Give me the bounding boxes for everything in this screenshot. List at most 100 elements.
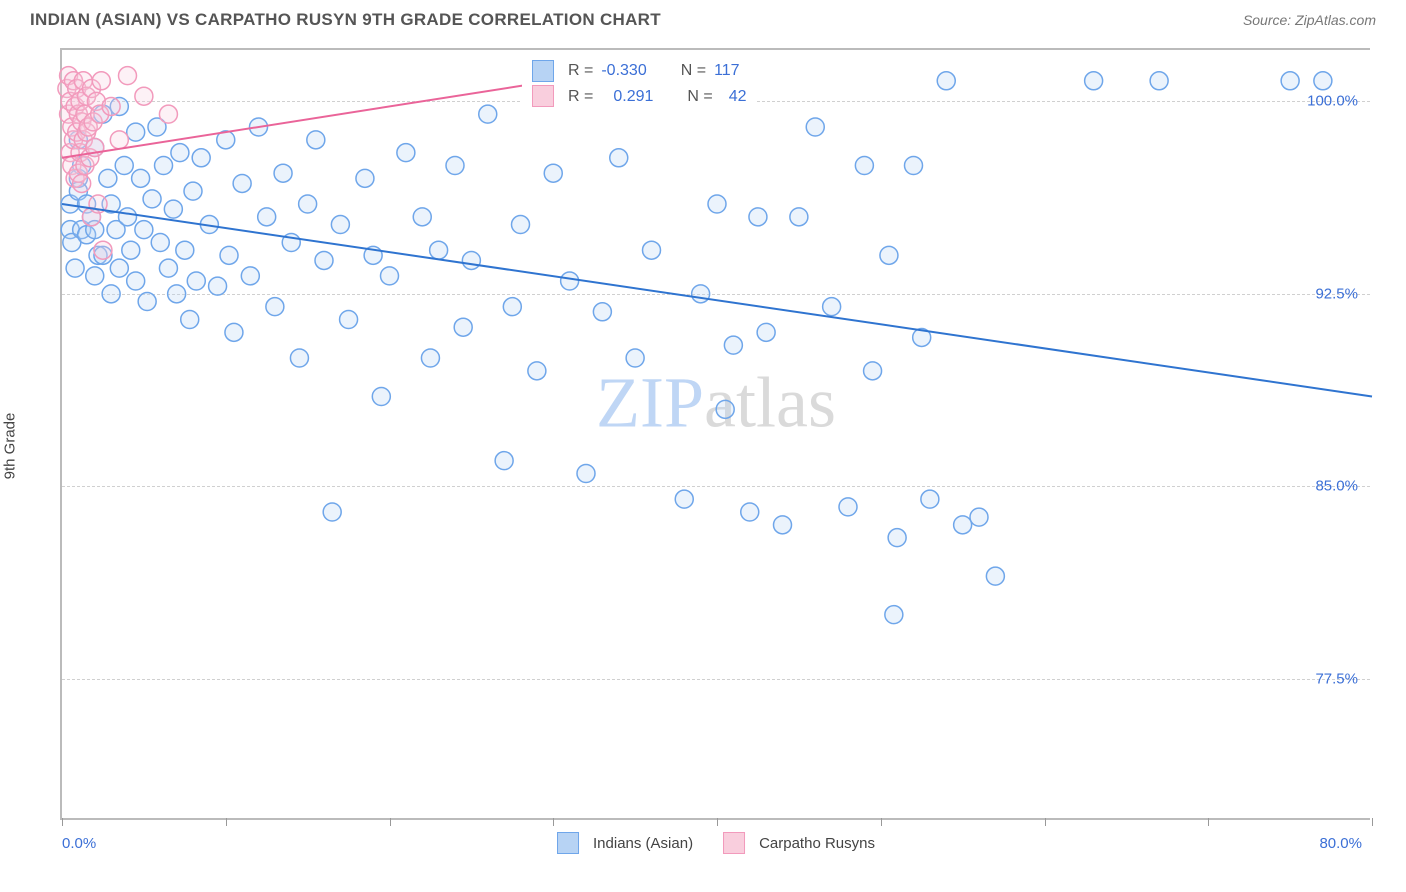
chart-area: 77.5%85.0%92.5%100.0% ZIPatlas R = -0.33… <box>60 48 1370 818</box>
data-point <box>115 157 133 175</box>
x-tick <box>1372 818 1373 826</box>
data-point <box>1150 72 1168 90</box>
data-point <box>233 174 251 192</box>
legend-swatch-pink <box>532 85 554 107</box>
x-tick <box>717 818 718 826</box>
data-point <box>225 323 243 341</box>
x-tick <box>390 818 391 826</box>
data-point <box>66 259 84 277</box>
data-point <box>757 323 775 341</box>
x-tick <box>553 818 554 826</box>
x-tick-label-first: 0.0% <box>62 835 96 852</box>
data-point <box>970 508 988 526</box>
data-point <box>421 349 439 367</box>
data-point <box>495 452 513 470</box>
data-point <box>741 503 759 521</box>
data-point <box>356 169 374 187</box>
data-point <box>823 298 841 316</box>
data-point <box>806 118 824 136</box>
data-point <box>164 200 182 218</box>
data-point <box>92 72 110 90</box>
data-point <box>708 195 726 213</box>
data-point <box>986 567 1004 585</box>
data-point <box>171 144 189 162</box>
data-point <box>880 246 898 264</box>
x-tick <box>62 818 63 826</box>
data-point <box>99 169 117 187</box>
data-point <box>885 606 903 624</box>
data-point <box>790 208 808 226</box>
r-value: 0.291 <box>601 84 653 110</box>
r-value: -0.330 <box>601 58 646 84</box>
legend-item-series-1: Indians (Asian) <box>557 832 693 854</box>
data-point <box>102 285 120 303</box>
trend-line <box>62 204 1372 397</box>
data-point <box>184 182 202 200</box>
data-point <box>209 277 227 295</box>
n-label: N = <box>681 58 706 84</box>
data-point <box>954 516 972 534</box>
data-point <box>1281 72 1299 90</box>
legend-label: Indians (Asian) <box>593 835 693 852</box>
chart-header: INDIAN (ASIAN) VS CARPATHO RUSYN 9TH GRA… <box>0 0 1406 36</box>
series-legend: Indians (Asian) Carpatho Rusyns <box>557 832 875 854</box>
data-point <box>692 285 710 303</box>
data-point <box>855 157 873 175</box>
legend-label: Carpatho Rusyns <box>759 835 875 852</box>
data-point <box>372 388 390 406</box>
data-point <box>110 131 128 149</box>
data-point <box>290 349 308 367</box>
data-point <box>132 169 150 187</box>
x-tick-label-last: 80.0% <box>1319 835 1362 852</box>
data-point <box>135 87 153 105</box>
data-point <box>774 516 792 534</box>
data-point <box>626 349 644 367</box>
data-point <box>397 144 415 162</box>
scatter-plot-svg <box>62 50 1372 820</box>
data-point <box>323 503 341 521</box>
data-point <box>340 311 358 329</box>
data-point <box>119 67 137 85</box>
data-point <box>266 298 284 316</box>
data-point <box>1314 72 1332 90</box>
data-point <box>94 241 112 259</box>
r-label: R = <box>568 58 593 84</box>
data-point <box>716 400 734 418</box>
legend-row-series-2: R = 0.291 N = 42 <box>532 84 747 110</box>
data-point <box>479 105 497 123</box>
data-point <box>593 303 611 321</box>
data-point <box>73 174 91 192</box>
data-point <box>159 105 177 123</box>
data-point <box>220 246 238 264</box>
data-point <box>839 498 857 516</box>
data-point <box>937 72 955 90</box>
data-point <box>413 208 431 226</box>
data-point <box>315 251 333 269</box>
data-point <box>138 293 156 311</box>
data-point <box>1085 72 1103 90</box>
data-point <box>331 216 349 234</box>
data-point <box>151 234 169 252</box>
data-point <box>675 490 693 508</box>
data-point <box>127 123 145 141</box>
legend-swatch-pink <box>723 832 745 854</box>
y-axis-title: 9th Grade <box>2 413 19 480</box>
n-value: 117 <box>714 58 740 84</box>
data-point <box>241 267 259 285</box>
plot-box: 77.5%85.0%92.5%100.0% ZIPatlas R = -0.33… <box>60 50 1370 820</box>
n-value: 42 <box>721 84 747 110</box>
data-point <box>155 157 173 175</box>
data-point <box>135 221 153 239</box>
data-point <box>159 259 177 277</box>
data-point <box>724 336 742 354</box>
data-point <box>544 164 562 182</box>
data-point <box>122 241 140 259</box>
data-point <box>462 251 480 269</box>
data-point <box>86 267 104 285</box>
chart-title: INDIAN (ASIAN) VS CARPATHO RUSYN 9TH GRA… <box>30 10 661 30</box>
data-point <box>307 131 325 149</box>
data-point <box>864 362 882 380</box>
data-point <box>905 157 923 175</box>
data-point <box>446 157 464 175</box>
x-tick <box>881 818 882 826</box>
